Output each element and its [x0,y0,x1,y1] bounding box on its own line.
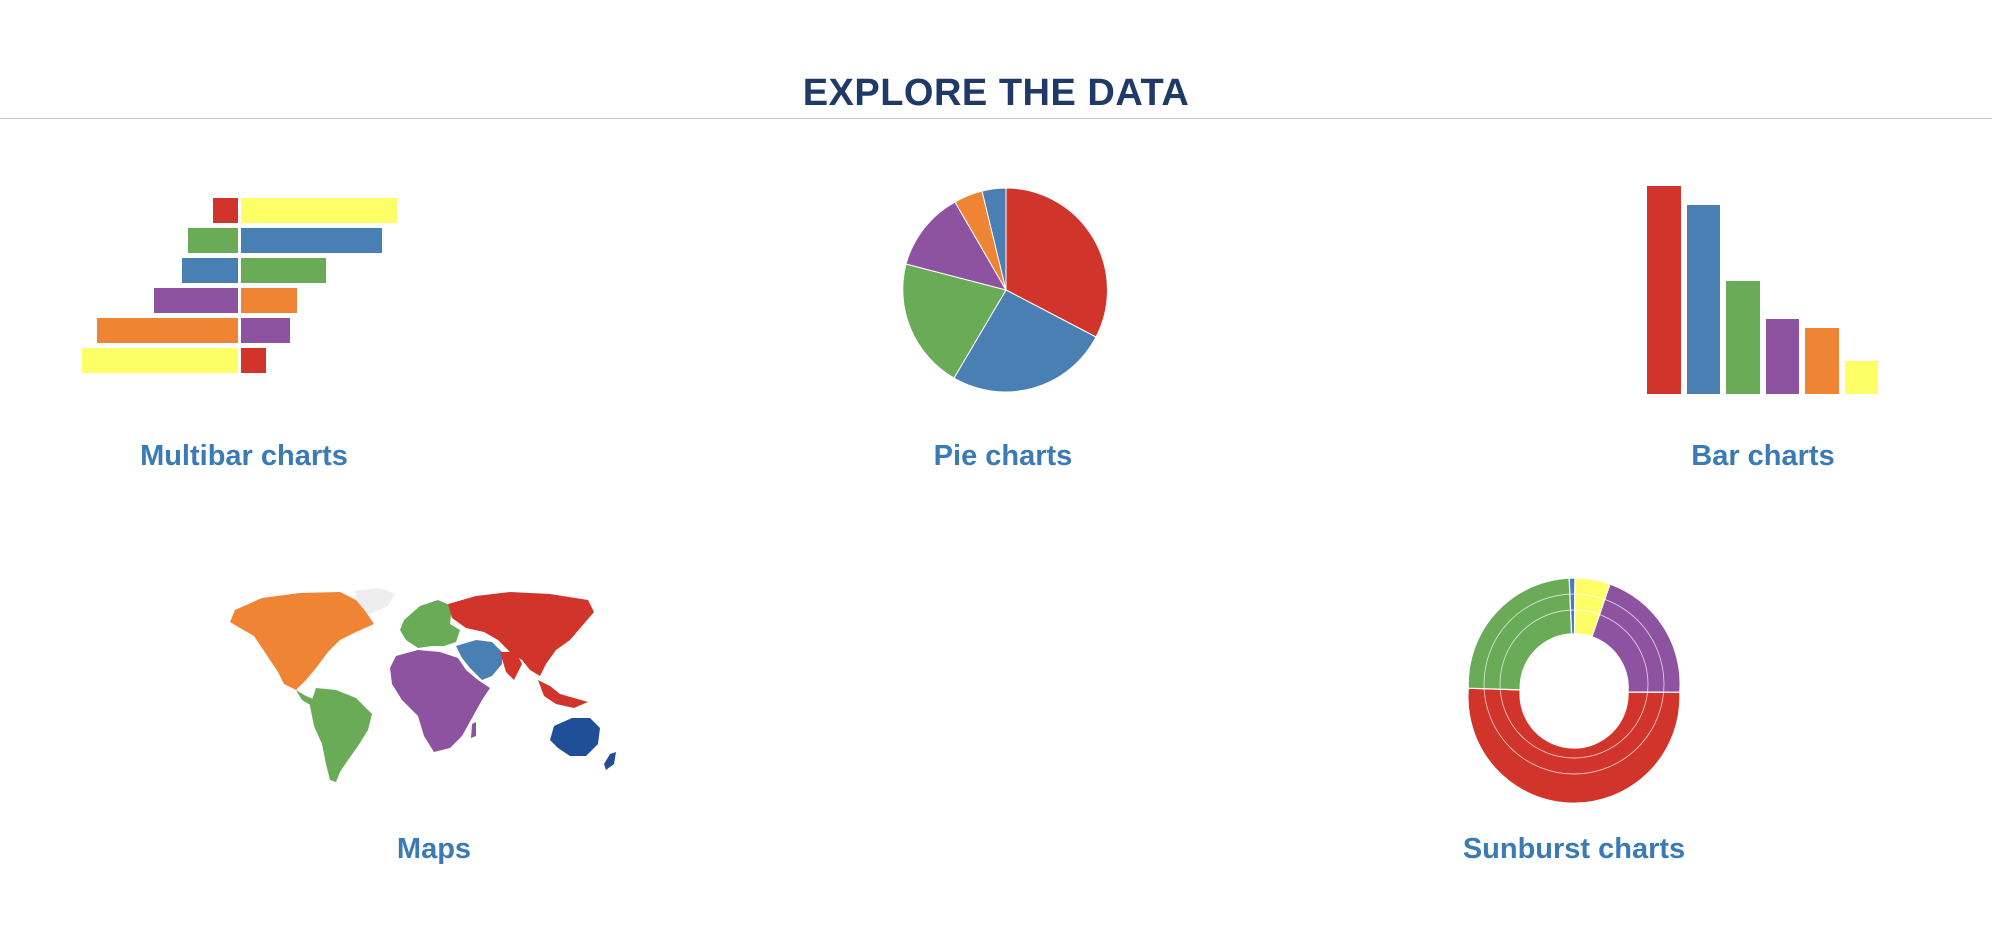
map-region-new-zealand [604,752,616,770]
map-region-north-america [230,592,374,690]
world-map-icon [230,588,616,782]
page-title: EXPLORE THE DATA [802,72,1190,114]
multibar-bar [188,228,238,253]
sunburst-segment [1467,687,1681,804]
multibar-bar [241,318,290,343]
bar [1845,361,1878,394]
bar [1766,319,1799,394]
bar [1726,281,1760,394]
map-region-africa [390,650,490,752]
multibar-bar [82,348,238,373]
pie-chart-icon [902,187,1108,393]
map-region-europe [400,600,460,648]
sunburst-charts-label: Sunburst charts [1462,833,1686,865]
pie-slice [953,289,1097,393]
pie-slice [905,201,1007,291]
multibar-bar [241,258,326,283]
multibar-bar [182,258,238,283]
sunburst-charts-card[interactable]: Sunburst charts [1440,570,1710,880]
pie-charts-card[interactable]: Pie charts [896,180,1116,480]
bar [1687,205,1720,394]
bar-charts-label: Bar charts [1691,440,1835,472]
multibar-charts-card[interactable]: Multibar charts [70,180,430,480]
map-region-greenland [355,588,395,614]
map-region-australia [550,718,600,756]
header-divider [0,118,1992,119]
multibar-chart-icon [82,198,397,373]
bar [1647,186,1681,394]
bar [1805,328,1839,394]
pie-slice [981,187,1007,291]
multibar-bar [241,348,266,373]
multibar-bar [241,288,297,313]
map-region-se-asia [538,680,588,708]
sunburst-segment [1591,583,1681,693]
multibar-bar [154,288,238,313]
sunburst-chart-icon [1467,577,1681,804]
maps-label: Maps [396,833,472,865]
map-region-asia [448,592,594,676]
pie-slice [1005,187,1108,338]
multibar-bar [97,318,238,343]
map-region-south-america [310,688,372,782]
multibar-charts-label: Multibar charts [140,440,348,472]
page-header: EXPLORE THE DATA [0,0,1992,120]
multibar-bar [213,198,238,223]
pie-charts-label: Pie charts [933,440,1073,472]
multibar-bar [241,228,382,253]
map-region-south-asia [500,652,522,680]
bar-charts-card[interactable]: Bar charts [1630,180,1878,480]
bar-chart-icon [1647,186,1878,394]
pie-slice [902,263,1007,379]
map-region-middle-east [456,640,502,680]
multibar-bar [241,198,397,223]
maps-card[interactable]: Maps [225,580,645,880]
map-region-madagascar [471,722,476,738]
